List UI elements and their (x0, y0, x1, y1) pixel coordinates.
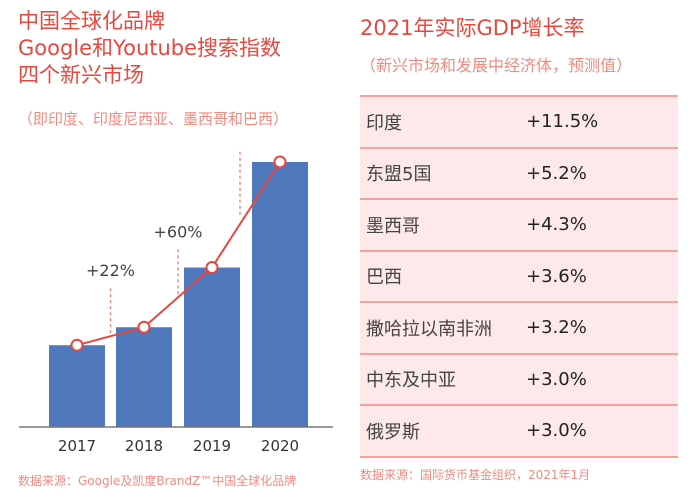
table-row: 中东及中亚 +3.0% (360, 352, 678, 406)
growth-cell: +3.0% (526, 404, 678, 458)
table-row: 俄罗斯 +3.0% (360, 404, 678, 458)
bar-2020 (252, 162, 308, 427)
country-cell: 中东及中亚 (360, 352, 526, 406)
right-title: 2021年实际GDP增长率 (360, 16, 585, 40)
table-row: 墨西哥 +4.3% (360, 198, 678, 252)
trend-line (76, 161, 281, 347)
country-cell: 印度 (360, 95, 526, 149)
table-row: 撒哈拉以南非洲 +3.2% (360, 301, 678, 355)
bar-2019 (184, 267, 240, 427)
growth-label: +66% (216, 140, 265, 144)
country-cell: 撒哈拉以南非洲 (360, 301, 526, 355)
bar-2018 (116, 327, 172, 427)
growth-label: +22% (86, 261, 135, 280)
country-cell: 巴西 (360, 249, 526, 303)
table-row: 东盟5国 +5.2% (360, 146, 678, 200)
table-row: 印度 +11.5% (360, 95, 678, 149)
right-subtitle: （新兴市场和发展中经济体，预测值） (360, 56, 633, 75)
growth-cell: +3.0% (526, 352, 678, 406)
left-source: 数据来源：Google及凯度BrandZ™中国全球化品牌 (18, 474, 297, 488)
country-cell: 墨西哥 (360, 198, 526, 252)
table-row: 巴西 +3.6% (360, 249, 678, 303)
search-index-chart: 2017 2018 2019 2020 +22% +60% +66% (19, 140, 333, 455)
x-tick-label: 2020 (261, 437, 299, 455)
country-cell: 东盟5国 (360, 146, 526, 200)
growth-cell: +4.3% (526, 198, 678, 252)
growth-label: +60% (154, 222, 203, 241)
growth-cell: +3.6% (526, 249, 678, 303)
left-title-line: Google和Youtube搜索指数 (18, 36, 282, 60)
x-tick-label: 2019 (193, 437, 231, 455)
x-tick-label: 2018 (125, 437, 163, 455)
trend-point (205, 261, 219, 275)
x-tick-label: 2017 (58, 437, 96, 455)
trend-point (273, 155, 287, 169)
left-title-line: 四个新兴市场 (18, 63, 144, 87)
left-subtitle: （即印度、印度尼西亚、墨西哥和巴西） (18, 110, 289, 128)
growth-cell: +11.5% (526, 95, 678, 149)
growth-cell: +3.2% (526, 301, 678, 355)
country-cell: 俄罗斯 (360, 404, 526, 458)
left-title-line: 中国全球化品牌 (18, 9, 165, 33)
gdp-table: 印度 +11.5% 东盟5国 +5.2% 墨西哥 +4.3% 巴西 +3.6% 撒哈拉以南非洲 +… (360, 95, 678, 458)
right-source: 数据来源：国际货币基金组织，2021年1月 (360, 468, 591, 482)
bar-2017 (49, 345, 105, 427)
trend-point (137, 320, 151, 334)
trend-point (70, 338, 84, 352)
left-title: 中国全球化品牌 Google和Youtube搜索指数 四个新兴市场 (18, 8, 281, 89)
growth-cell: +5.2% (526, 146, 678, 200)
